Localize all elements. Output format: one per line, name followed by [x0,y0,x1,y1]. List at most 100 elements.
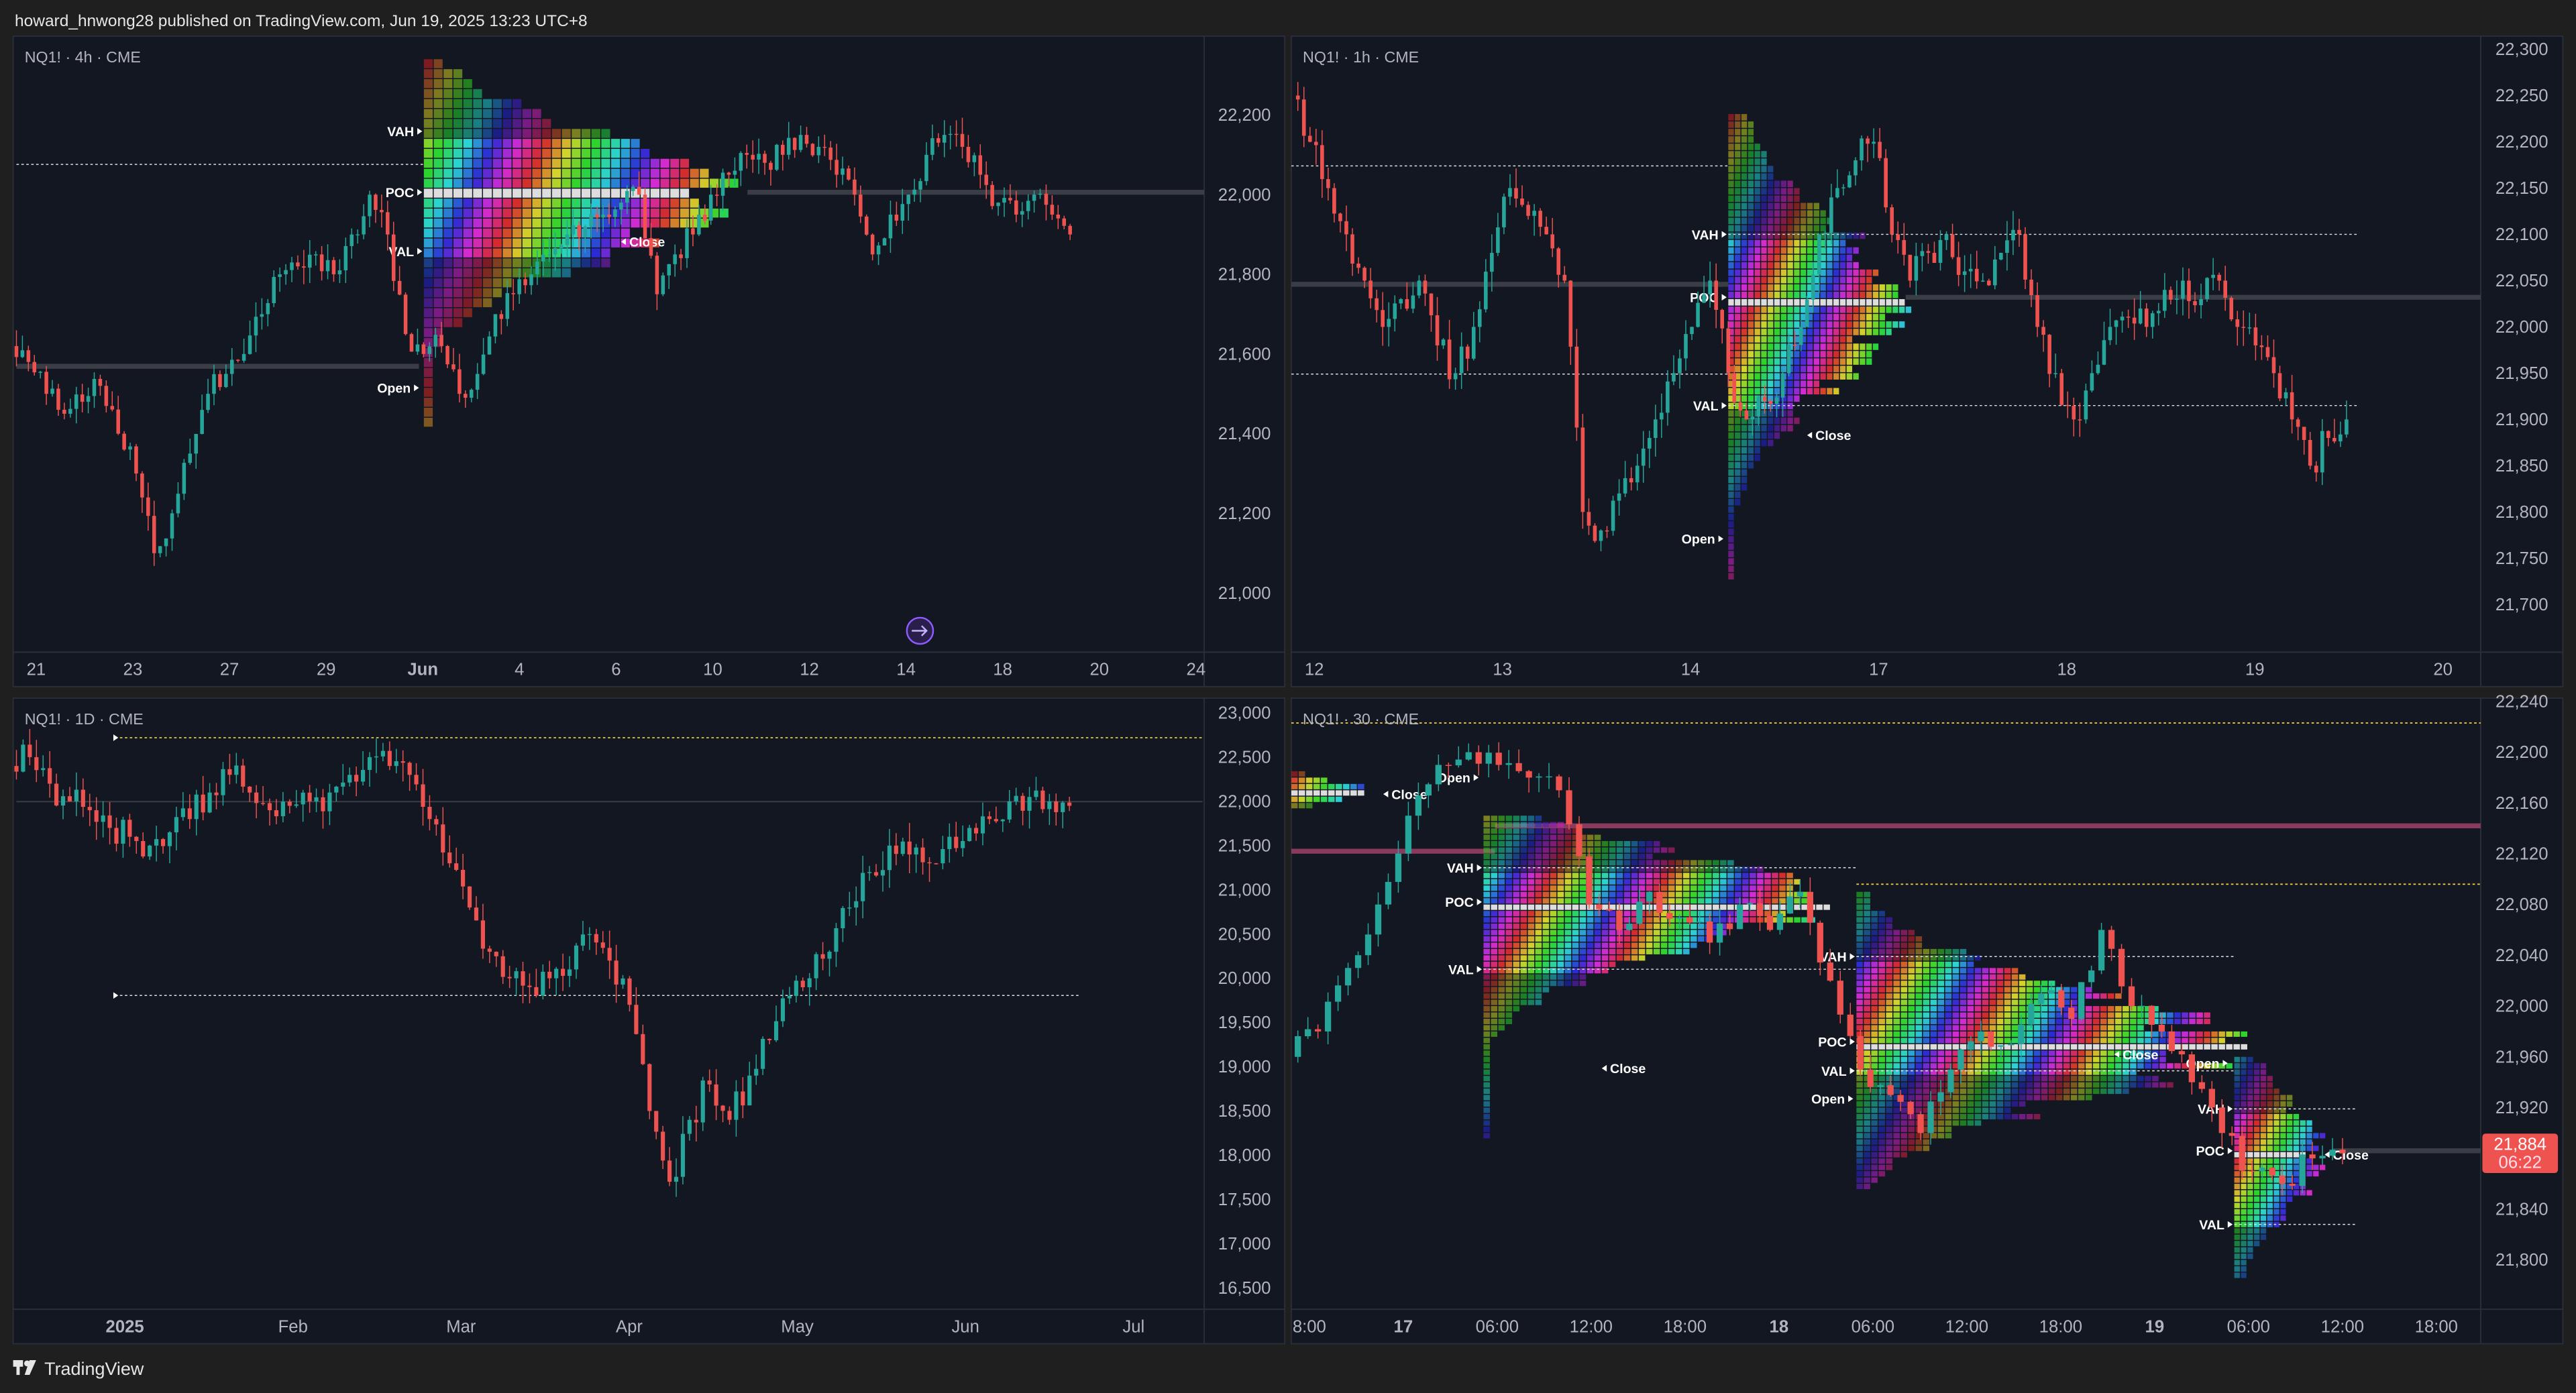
profile-cell [1550,968,1557,974]
profile-cell [2260,1139,2267,1145]
profile-cell [2293,1126,2300,1132]
profile-cell [2033,1012,2041,1018]
candle [221,762,225,806]
profile-cell [1750,911,1756,917]
profile-cell [1945,948,1952,954]
profile-cell [2093,1069,2100,1075]
profile-cell [1801,351,1807,357]
profile-cell [2218,1044,2225,1050]
profile-cell [1720,898,1727,904]
profile-cell [2204,1031,2210,1037]
profile-cell [2100,1063,2107,1069]
candle [1799,318,1803,351]
profile-cell [1520,816,1527,822]
profile-cell [2130,1069,2137,1075]
profile-cell [1768,388,1774,395]
profile-cell [1982,1082,1989,1088]
profile-cell [1491,968,1497,974]
profile-cell [1550,841,1557,847]
profile-cell [1587,968,1594,974]
profile-cell [1768,247,1774,254]
profile-cell [1542,930,1550,936]
profile-cell [1550,974,1557,980]
profile-cell [591,258,600,268]
candle-body [880,870,885,876]
profile-cell [1542,968,1550,974]
profile-cell [1908,981,1915,987]
candle-body [60,796,66,806]
candle [308,240,312,283]
profile-cell [423,199,433,208]
profile-cell [1527,841,1535,847]
profile-cell [1720,930,1727,936]
candle-body [2059,373,2064,405]
profile-cell [1945,1126,1952,1132]
profile-cell [1853,291,1859,298]
profile-cell [1982,1044,1989,1050]
profile-cell [2286,1139,2293,1145]
profile-cell [2300,1126,2306,1132]
candle [619,199,623,225]
profile-cell [433,148,443,158]
profile-cell [1735,284,1741,291]
profile-cell [1748,276,1754,284]
profile-cell [1878,974,1885,980]
chart-pane[interactable] [1290,35,2564,687]
profile-cell [1900,1050,1908,1056]
profile-cell [2254,1158,2260,1164]
profile-cell [1871,974,1878,980]
candle-body [934,863,938,865]
candle-body [347,775,352,783]
profile-cell [1871,936,1878,942]
candle-body [1344,221,1348,235]
profile-cell [1741,239,1748,247]
profile-cell [1520,822,1527,828]
profile-cell [1886,999,1892,1005]
profile-cell [1974,974,1982,980]
jump-to-realtime-button[interactable] [906,616,934,645]
candle-body [763,154,767,163]
profile-cell [1937,1120,1945,1126]
profile-cell [2123,1063,2129,1069]
profile-cell [1930,1019,1937,1025]
profile-cell [433,268,443,278]
profile-cell [1923,1025,1930,1031]
profile-cell [2070,1063,2078,1069]
profile-cell [1996,981,2004,987]
profile-cell [561,158,571,168]
candle [1062,215,1066,229]
profile-cell [2085,993,2092,999]
candle-body [182,463,186,494]
candle [1635,453,1640,491]
profile-cell [1915,1063,1923,1069]
profile-cell [1705,866,1712,872]
profile-cell [1794,388,1800,395]
profile-cell [1820,232,1826,239]
profile-cell [1813,239,1819,247]
profile-cell [591,139,600,148]
profile-cell [2004,993,2011,999]
chart-pane[interactable] [12,35,1286,687]
profile-cell [1982,981,1989,987]
profile-cell [1768,321,1774,328]
chart-pane[interactable] [12,697,1286,1345]
candle-body [761,1038,765,1069]
profile-cell [542,268,551,278]
profile-cell [1741,447,1748,454]
profile-cell [1690,879,1697,885]
profile-cell [1974,993,1982,999]
profile-cell [1820,262,1826,269]
profile-cell [1794,343,1800,350]
profile-cell [1505,828,1513,834]
candle [873,864,879,877]
profile-cell [532,188,541,198]
profile-cell [1864,1089,1870,1095]
profile-cell [1690,904,1697,910]
profile-cell [453,158,463,168]
candle-body [882,238,887,245]
profile-cell [1780,254,1787,262]
candle-body [739,153,743,171]
profile-cell [1982,1063,1989,1069]
profile-cell [1872,329,1879,335]
candle [494,951,498,967]
